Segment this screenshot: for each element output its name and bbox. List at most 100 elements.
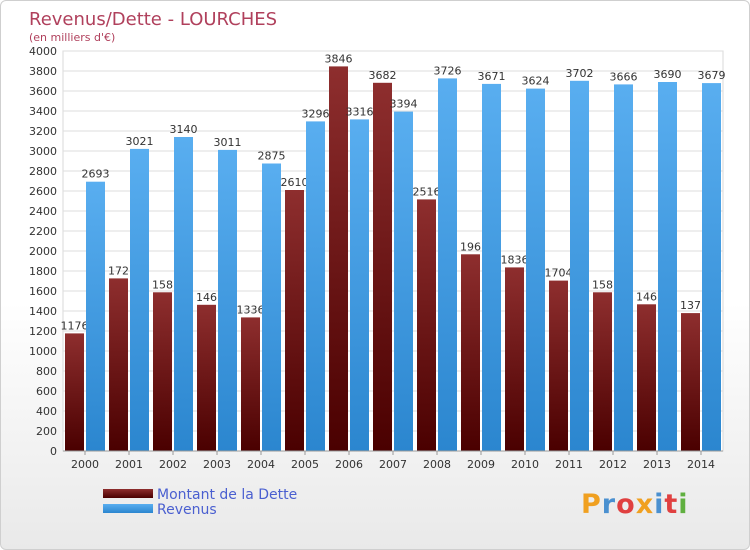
revenue-data-label: 3702 bbox=[566, 67, 594, 80]
x-tick-label: 2002 bbox=[159, 458, 187, 471]
revenue-data-label: 3021 bbox=[126, 135, 154, 148]
y-tick-label: 1600 bbox=[29, 285, 57, 298]
debt-data-label: 196 bbox=[460, 240, 481, 253]
debt-data-label: 158 bbox=[592, 278, 613, 291]
chart-title: Revenus/Dette - LOURCHES bbox=[29, 9, 277, 30]
revenue-data-label: 2693 bbox=[82, 168, 110, 181]
legend-swatch-debt bbox=[103, 489, 153, 498]
x-tick-label: 2012 bbox=[599, 458, 627, 471]
chart-subtitle: (en milliers d'€) bbox=[29, 31, 115, 44]
y-tick-label: 3400 bbox=[29, 105, 57, 118]
revenue-bar bbox=[438, 78, 457, 452]
revenue-bar bbox=[614, 84, 633, 452]
x-tick-label: 2010 bbox=[511, 458, 539, 471]
debt-bar bbox=[681, 313, 700, 451]
revenue-data-label: 3666 bbox=[610, 70, 638, 83]
revenue-data-label: 3316 bbox=[346, 105, 374, 118]
x-tick-label: 2003 bbox=[203, 458, 231, 471]
y-tick-label: 1000 bbox=[29, 345, 57, 358]
legend-label-debt: Montant de la Dette bbox=[157, 487, 297, 503]
y-tick-label: 4000 bbox=[29, 45, 57, 58]
revenue-data-label: 3624 bbox=[522, 75, 550, 88]
revenue-bar bbox=[526, 88, 545, 451]
debt-data-label: 2516 bbox=[413, 185, 441, 198]
x-tick-label: 2006 bbox=[335, 458, 363, 471]
y-axis: 0 200 400 600 800 1000 1200 1400 1600 1800 2000 220… bbox=[29, 45, 57, 458]
debt-data-label: 1176 bbox=[61, 319, 89, 332]
y-tick-label: 3800 bbox=[29, 65, 57, 78]
y-tick-label: 1800 bbox=[29, 265, 57, 278]
y-tick-label: 1200 bbox=[29, 325, 57, 338]
revenue-data-label: 2875 bbox=[258, 150, 286, 163]
revenue-bar bbox=[394, 111, 413, 451]
debt-bar bbox=[329, 66, 348, 452]
debt-data-label: 1836 bbox=[501, 253, 529, 266]
debt-data-label: 158 bbox=[152, 278, 173, 291]
debt-data-label: 2610 bbox=[281, 176, 309, 189]
debt-data-label: 3682 bbox=[369, 69, 397, 82]
revenue-data-label: 3140 bbox=[170, 123, 198, 136]
y-tick-label: 3000 bbox=[29, 145, 57, 158]
revenue-bar bbox=[174, 137, 193, 451]
revenue-bar bbox=[658, 82, 677, 451]
revenue-data-label: 3679 bbox=[698, 69, 726, 82]
x-tick-label: 2004 bbox=[247, 458, 275, 471]
y-tick-label: 400 bbox=[36, 405, 57, 418]
x-axis: 2000 2001 2002 2003 2004 2005 2006 2007 2008 2009… bbox=[63, 450, 723, 471]
revenue-data-label: 3296 bbox=[302, 107, 330, 120]
revenue-bar bbox=[482, 83, 501, 452]
y-tick-label: 2400 bbox=[29, 205, 57, 218]
grid bbox=[62, 50, 724, 452]
revenue-bar bbox=[570, 80, 589, 452]
y-tick-label: 800 bbox=[36, 365, 57, 378]
y-tick-label: 200 bbox=[36, 425, 57, 438]
debt-data-label: 146 bbox=[636, 290, 657, 303]
y-tick-label: 0 bbox=[50, 445, 57, 458]
x-tick-label: 2007 bbox=[379, 458, 407, 471]
x-tick-label: 2008 bbox=[423, 458, 451, 471]
revenue-bar bbox=[86, 181, 105, 451]
debt-data-label: 1704 bbox=[545, 267, 573, 280]
debt-bar bbox=[65, 333, 84, 451]
revenue-bar bbox=[306, 121, 325, 452]
debt-bar bbox=[373, 82, 392, 452]
debt-bar bbox=[417, 199, 436, 451]
revenue-data-label: 3394 bbox=[390, 98, 418, 111]
x-tick-label: 2011 bbox=[555, 458, 583, 471]
debt-data-label: 3846 bbox=[325, 52, 353, 65]
revenue-data-label: 3726 bbox=[434, 64, 462, 77]
debt-bar bbox=[593, 292, 612, 451]
x-tick-label: 2005 bbox=[291, 458, 319, 471]
legend-swatch-revenue bbox=[103, 504, 153, 513]
y-tick-label: 3200 bbox=[29, 125, 57, 138]
revenue-bar bbox=[130, 148, 149, 451]
y-tick-label: 3600 bbox=[29, 85, 57, 98]
debt-data-label: 1336 bbox=[237, 303, 265, 316]
x-tick-label: 2014 bbox=[687, 458, 715, 471]
proxiti-logo: Proxiti bbox=[581, 489, 689, 520]
debt-bar bbox=[637, 304, 656, 451]
y-tick-label: 600 bbox=[36, 385, 57, 398]
debt-data-label: 172 bbox=[108, 264, 129, 277]
revenue-data-label: 3671 bbox=[478, 70, 506, 83]
revenue-bar bbox=[350, 119, 369, 452]
debt-bar bbox=[549, 280, 568, 451]
revenue-data-label: 3011 bbox=[214, 136, 242, 149]
revenue-bar bbox=[262, 163, 281, 451]
y-tick-label: 2800 bbox=[29, 165, 57, 178]
y-tick-label: 2200 bbox=[29, 225, 57, 238]
revenue-bar bbox=[702, 83, 721, 451]
x-tick-label: 2013 bbox=[643, 458, 671, 471]
revenue-data-label: 3690 bbox=[654, 68, 682, 81]
x-tick-label: 2009 bbox=[467, 458, 495, 471]
debt-bar bbox=[285, 190, 304, 451]
legend-label-revenue: Revenus bbox=[157, 502, 217, 518]
debt-bar bbox=[109, 278, 128, 451]
y-tick-label: 2600 bbox=[29, 185, 57, 198]
revenue-bar bbox=[218, 149, 237, 451]
bars: 1176 2693 172 3021 158 3140 146 3011 1336 2875 261… bbox=[61, 52, 726, 452]
debt-bar bbox=[461, 254, 480, 451]
